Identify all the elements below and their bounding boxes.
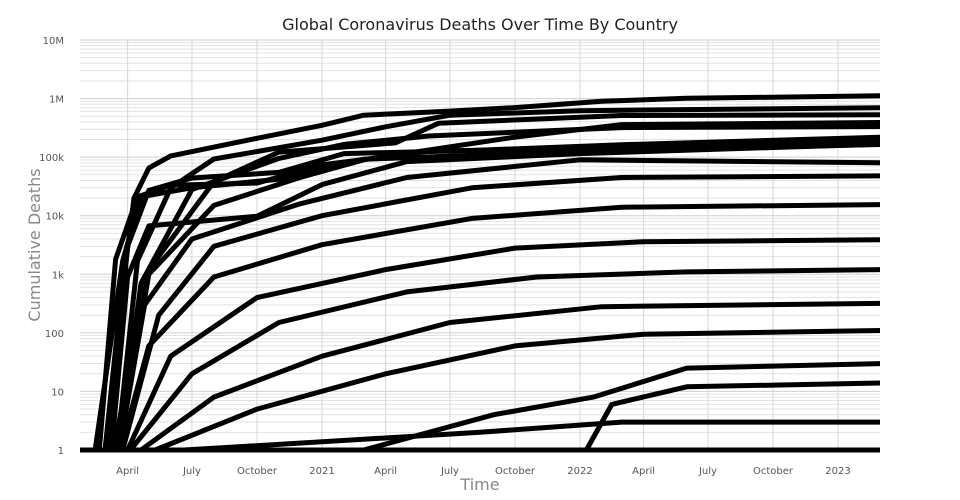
x-tick-label: July bbox=[698, 466, 717, 477]
y-tick-label: 1k bbox=[52, 270, 64, 281]
y-tick-label: 10M bbox=[43, 36, 64, 47]
series-lines bbox=[80, 93, 880, 453]
y-axis-label: Cumulative Deaths bbox=[25, 168, 44, 321]
series-line bbox=[80, 300, 880, 453]
series-line bbox=[80, 419, 880, 453]
x-tick-label: October bbox=[237, 466, 278, 477]
series-line bbox=[80, 105, 880, 453]
series-line bbox=[80, 267, 880, 453]
x-axis-label: Time bbox=[459, 475, 499, 494]
series-line bbox=[80, 142, 880, 453]
x-tick-label: April bbox=[632, 466, 655, 477]
series-line bbox=[80, 157, 880, 453]
y-tick-label: 1 bbox=[58, 446, 64, 457]
chart-title: Global Coronavirus Deaths Over Time By C… bbox=[282, 15, 678, 34]
series-line bbox=[80, 237, 880, 453]
series-line bbox=[80, 202, 880, 453]
x-axis-ticks: April July October 2021 April July October 2022… bbox=[116, 466, 851, 477]
x-tick-label: 2023 bbox=[825, 466, 850, 477]
y-tick-label: 10k bbox=[45, 212, 64, 223]
x-tick-label: October bbox=[495, 466, 536, 477]
series-line bbox=[80, 124, 880, 453]
x-tick-label: April bbox=[374, 466, 397, 477]
y-tick-label: 10 bbox=[51, 387, 64, 398]
x-tick-label: July bbox=[182, 466, 201, 477]
x-tick-label: April bbox=[116, 466, 139, 477]
y-tick-label: 100k bbox=[39, 153, 64, 164]
x-tick-label: July bbox=[440, 466, 459, 477]
y-tick-label: 1M bbox=[49, 95, 64, 106]
x-tick-label: October bbox=[753, 466, 794, 477]
grid bbox=[80, 39, 880, 451]
x-tick-label: 2021 bbox=[309, 466, 334, 477]
y-axis-ticks: 1 10 100 1k 10k 100k 1M 10M bbox=[39, 36, 64, 457]
x-tick-label: 2022 bbox=[567, 466, 592, 477]
y-tick-label: 100 bbox=[45, 329, 64, 340]
